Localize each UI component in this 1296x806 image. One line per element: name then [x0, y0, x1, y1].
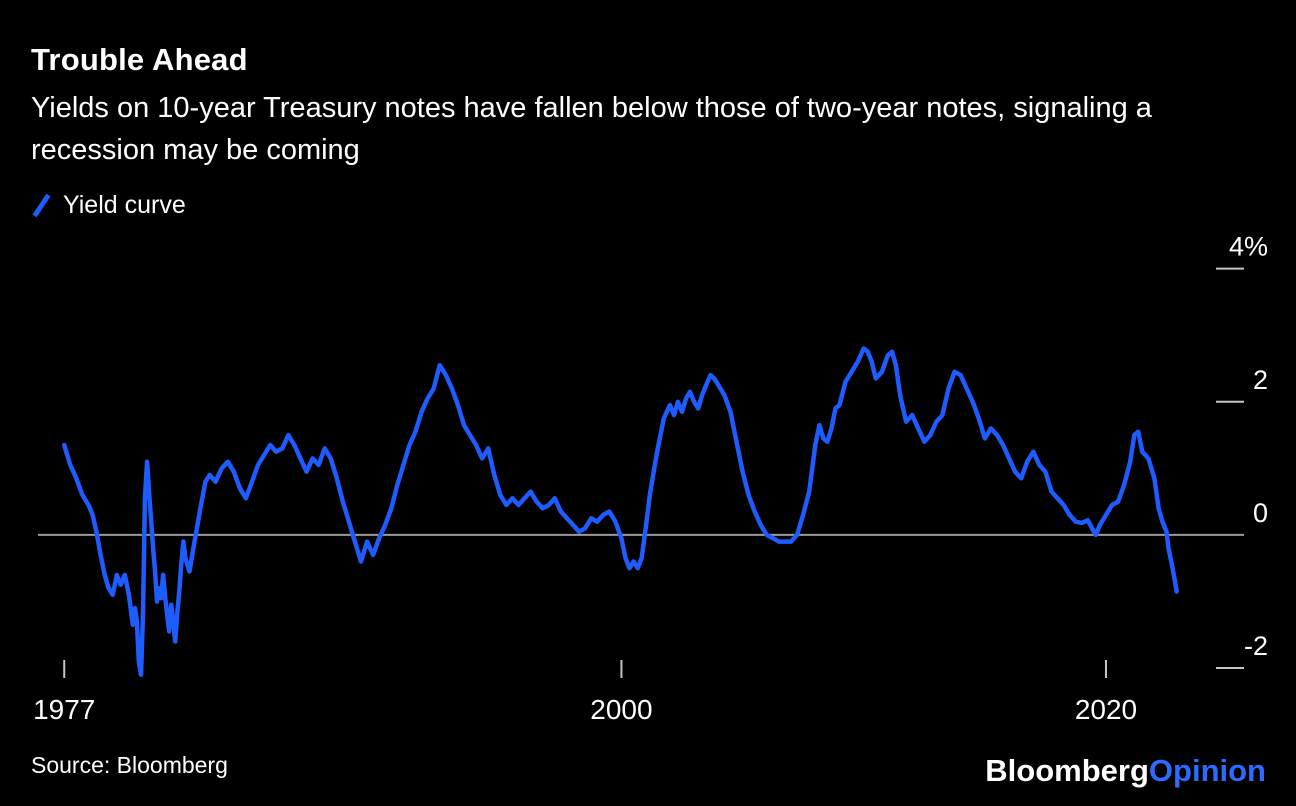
- x-axis-label: 2000: [590, 694, 652, 725]
- y-axis-label: 0: [1253, 498, 1268, 528]
- yield-curve-legend-slash-icon: [32, 193, 51, 218]
- y-axis-label: -2: [1244, 631, 1268, 661]
- x-axis-label: 2020: [1075, 694, 1137, 725]
- bloomberg-opinion-logo: BloombergOpinion: [985, 753, 1266, 789]
- x-axis-label: 1977: [33, 694, 95, 725]
- chart-title: Trouble Ahead: [31, 42, 248, 77]
- chart-subtitle: Yields on 10-year Treasury notes have fa…: [31, 92, 1152, 167]
- legend-label: Yield curve: [63, 191, 186, 219]
- logo-opinion: Opinion: [1148, 753, 1266, 788]
- yield-curve-line: [61, 346, 1179, 677]
- y-axis-label: 4%: [1229, 232, 1268, 262]
- legend: Yield curve: [31, 191, 186, 220]
- source-note: Source: Bloomberg: [31, 752, 228, 778]
- y-axis-label: 2: [1253, 365, 1268, 395]
- logo-bloomberg: Bloomberg: [985, 753, 1149, 788]
